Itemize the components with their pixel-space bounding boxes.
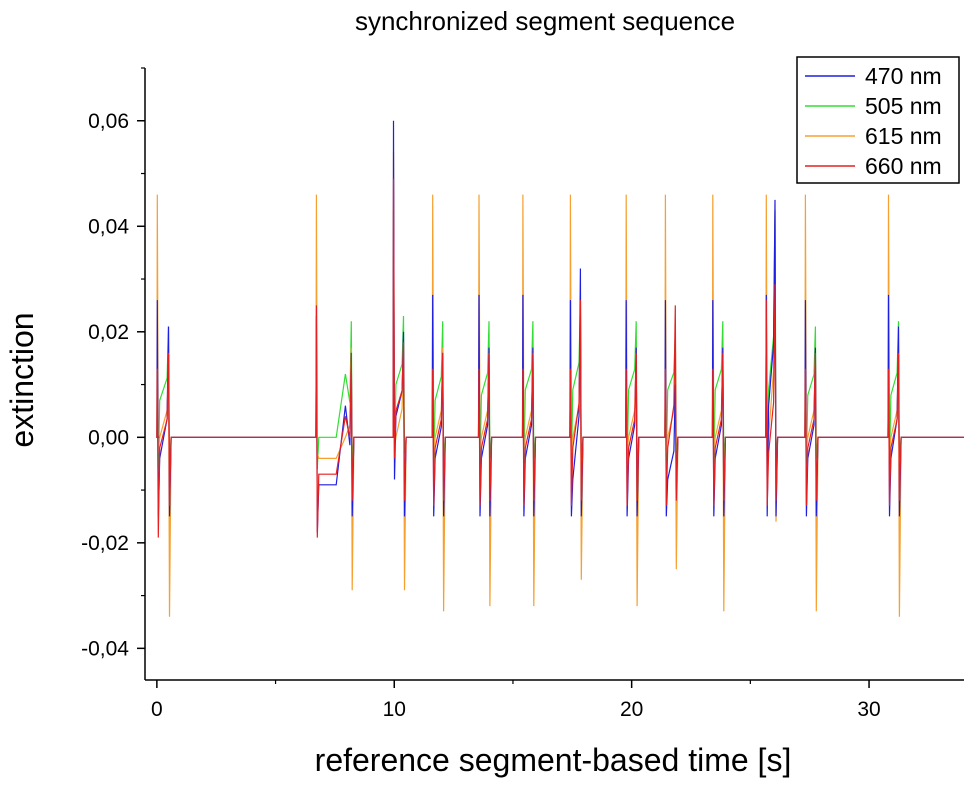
chart-title: synchronized segment sequence — [355, 6, 735, 36]
x-tick-label: 20 — [620, 698, 643, 721]
y-axis-label: extinction — [4, 312, 40, 447]
legend-label: 505 nm — [865, 93, 942, 119]
y-tick-label: -0,02 — [81, 532, 129, 555]
y-tick-label: -0,04 — [81, 637, 129, 660]
y-tick-label: 0,06 — [88, 110, 129, 133]
series-line-orange — [156, 152, 964, 617]
series-line-green — [156, 210, 964, 470]
legend-label: 470 nm — [865, 63, 942, 89]
legend-label: 615 nm — [865, 123, 942, 149]
legend-box — [796, 56, 960, 184]
x-axis-label: reference segment-based time [s] — [315, 742, 792, 778]
x-tick-label: 10 — [383, 698, 406, 721]
ticks: 0 10 20 30 -0,04 -0,02 0,00 0,02 0,04 0,06 — [81, 67, 881, 721]
y-tick-label: 0,00 — [88, 426, 129, 449]
legend: 470 nm 505 nm 615 nm 660 nm — [796, 56, 960, 184]
y-tick-label: 0,02 — [88, 321, 129, 344]
y-tick-label: 0,04 — [88, 215, 129, 238]
plot-lines — [156, 120, 964, 617]
axes — [144, 68, 964, 681]
x-tick-label: 30 — [857, 698, 880, 721]
x-tick-label: 0 — [151, 698, 163, 721]
legend-label: 660 nm — [865, 153, 942, 179]
series-line-red — [156, 178, 964, 538]
